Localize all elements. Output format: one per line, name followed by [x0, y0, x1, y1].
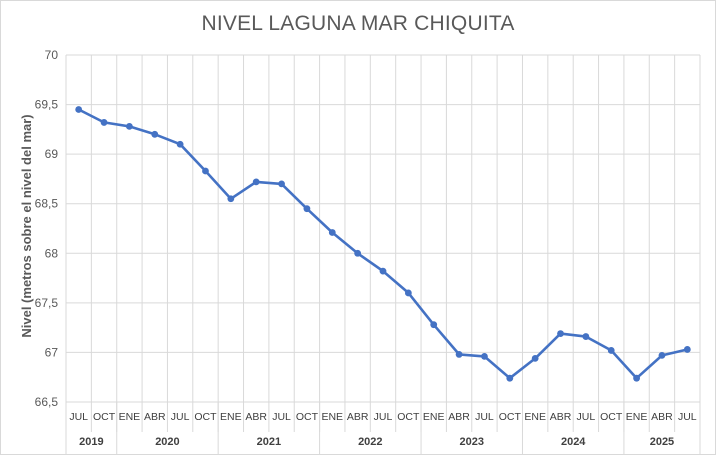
y-tick-label: 67,5 — [35, 296, 59, 310]
x-year-label: 2023 — [460, 436, 484, 448]
data-point — [607, 347, 615, 354]
data-point — [557, 330, 564, 337]
data-point — [506, 374, 514, 382]
x-category-label: JUL — [171, 411, 190, 423]
data-point — [303, 205, 311, 213]
x-year-label: 2021 — [257, 436, 281, 448]
data-point — [328, 229, 336, 236]
data-point — [379, 267, 387, 275]
x-year-label: 2024 — [561, 436, 586, 448]
data-point — [633, 374, 640, 382]
x-category-label: JUL — [69, 411, 88, 423]
x-year-label: 2025 — [650, 436, 674, 448]
series-line — [78, 108, 688, 380]
y-tick-label: 66,5 — [35, 395, 59, 409]
x-category-label: ENE — [423, 411, 445, 423]
x-category-label: ABR — [245, 411, 267, 423]
data-point — [75, 106, 83, 113]
data-point — [354, 249, 362, 257]
series-layer — [75, 106, 691, 382]
data-point — [455, 351, 463, 358]
data-point — [531, 354, 539, 362]
data-point — [227, 195, 235, 203]
y-tick-label: 69,5 — [35, 98, 59, 112]
x-category-label: JUL — [374, 411, 393, 423]
data-point — [582, 333, 590, 340]
y-axis-label: Nivel (metros sobre el nivel del mar) — [19, 114, 34, 337]
x-category-label: ENE — [119, 411, 141, 423]
x-category-label: ENE — [220, 411, 242, 423]
y-tick-label: 67 — [45, 345, 59, 359]
x-category-label: ENE — [626, 411, 648, 423]
data-point — [481, 352, 488, 360]
x-category-label: JUL — [475, 411, 494, 423]
x-category-label: ENE — [524, 411, 546, 423]
y-tick-label: 69 — [45, 147, 59, 161]
data-point — [125, 122, 133, 130]
x-category-label: ABR — [347, 411, 369, 423]
x-category-label: ABR — [144, 411, 166, 423]
data-point — [430, 321, 438, 329]
data-point — [658, 352, 666, 359]
x-year-label: 2020 — [155, 436, 179, 448]
data-point — [176, 140, 184, 148]
x-year-labels: 2019 2020 2021 2022 2023 2024 2025 — [65, 402, 701, 454]
x-category-label: JUL — [272, 411, 291, 423]
x-category-label: OCT — [93, 411, 116, 423]
y-tick-label: 68 — [45, 246, 59, 260]
x-category-label: JUL — [577, 411, 596, 423]
data-point — [151, 130, 159, 138]
x-category-label: OCT — [397, 411, 420, 423]
x-category-label: OCT — [600, 411, 623, 423]
x-category-label: ABR — [550, 411, 572, 423]
data-point — [278, 180, 285, 188]
grid-lines — [65, 54, 701, 403]
data-point — [404, 289, 412, 297]
y-tick-label: 70 — [45, 48, 59, 62]
chart-title: NIVEL LAGUNA MAR CHIQUITA — [201, 12, 515, 35]
x-year-label: 2022 — [358, 436, 382, 448]
x-category-label: ABR — [448, 411, 470, 423]
x-category-label: JUL — [678, 411, 697, 423]
y-tick-labels: 66,5 67 67,5 68 68,5 69 69,5 70 — [35, 48, 59, 409]
data-point — [252, 178, 260, 186]
x-category-label: ABR — [651, 411, 673, 423]
data-point — [683, 346, 691, 353]
x-category-label: OCT — [194, 411, 217, 423]
data-point — [202, 167, 209, 175]
y-tick-label: 68,5 — [35, 197, 59, 211]
x-category-label: ENE — [321, 411, 343, 423]
x-year-label: 2019 — [79, 436, 103, 448]
x-category-label: OCT — [296, 411, 319, 423]
x-category-labels: JUL OCT ENE ABR JUL OCT ENE ABR JUL OCT ENE ABR JUL O… — [65, 402, 701, 432]
data-point — [100, 119, 108, 126]
x-category-label: OCT — [499, 411, 522, 423]
